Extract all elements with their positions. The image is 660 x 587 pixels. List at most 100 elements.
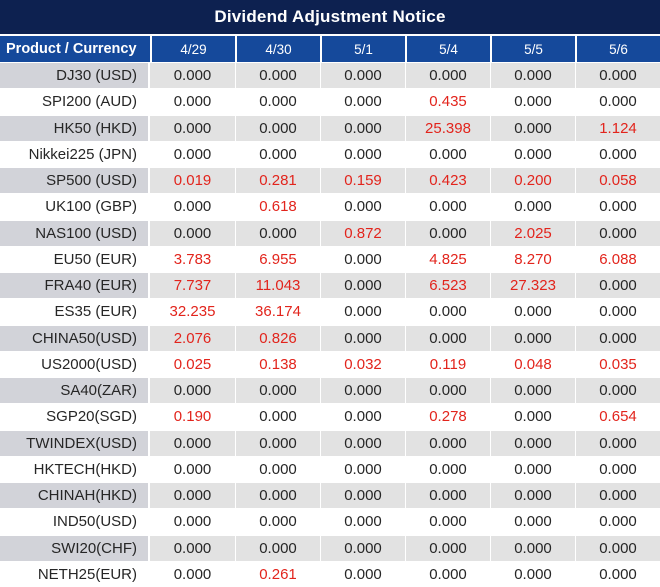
value-cell: 0.000 — [320, 89, 405, 115]
table-row: CHINA50(USD) 2.076 0.826 0.000 0.000 0.000 0.0… — [0, 324, 660, 351]
table-row: UK100 (GBP) 0.000 0.618 0.000 0.000 0.000 0.00… — [0, 193, 660, 220]
value-cell: 0.138 — [235, 351, 320, 377]
value-cell: 0.000 — [405, 509, 490, 535]
value-cell: 0.000 — [405, 483, 490, 509]
value-cell: 0.000 — [235, 89, 320, 115]
product-cell: EU50 (EUR) — [0, 246, 150, 272]
value-cell: 0.000 — [490, 63, 575, 89]
value-cell: 0.000 — [490, 378, 575, 404]
table-header-row: Product / Currency 4/29 4/30 5/1 5/4 5/5… — [0, 36, 660, 62]
table-row: NETH25(EUR) 0.000 0.261 0.000 0.000 0.000 0.00… — [0, 560, 660, 587]
value-cell: 0.000 — [235, 115, 320, 141]
value-cell: 0.000 — [320, 115, 405, 141]
value-cell: 0.000 — [235, 404, 320, 430]
value-cell: 0.000 — [490, 115, 575, 141]
product-cell: NETH25(EUR) — [0, 561, 150, 587]
value-cell: 8.270 — [490, 246, 575, 272]
value-cell: 0.281 — [235, 168, 320, 194]
value-cell: 0.000 — [405, 63, 490, 89]
value-cell: 0.000 — [320, 535, 405, 561]
value-cell: 0.000 — [490, 456, 575, 482]
value-cell: 0.200 — [490, 168, 575, 194]
product-cell: CHINAH(HKD) — [0, 483, 150, 509]
product-cell: ES35 (EUR) — [0, 299, 150, 325]
value-cell: 0.000 — [320, 273, 405, 299]
value-cell: 6.523 — [405, 273, 490, 299]
value-cell: 0.000 — [405, 220, 490, 246]
value-cell: 36.174 — [235, 299, 320, 325]
value-cell: 0.190 — [150, 404, 235, 430]
value-cell: 0.000 — [235, 430, 320, 456]
table-row: TWINDEX(USD) 0.000 0.000 0.000 0.000 0.000 0.0… — [0, 429, 660, 456]
value-cell: 0.000 — [490, 483, 575, 509]
column-header-date-1: 4/29 — [150, 36, 235, 62]
value-cell: 0.000 — [575, 430, 660, 456]
value-cell: 32.235 — [150, 299, 235, 325]
value-cell: 0.872 — [320, 220, 405, 246]
value-cell: 0.000 — [575, 194, 660, 220]
value-cell: 0.000 — [405, 378, 490, 404]
column-header-date-6: 5/6 — [575, 36, 660, 62]
table-row: NAS100 (USD) 0.000 0.000 0.872 0.000 2.025 0.0… — [0, 219, 660, 246]
product-cell: DJ30 (USD) — [0, 63, 150, 89]
value-cell: 7.737 — [150, 273, 235, 299]
value-cell: 0.000 — [575, 378, 660, 404]
value-cell: 2.025 — [490, 220, 575, 246]
value-cell: 0.654 — [575, 404, 660, 430]
value-cell: 0.000 — [490, 299, 575, 325]
value-cell: 6.088 — [575, 246, 660, 272]
value-cell: 0.000 — [235, 509, 320, 535]
table-row: DJ30 (USD) 0.000 0.000 0.000 0.000 0.000 0.000 — [0, 62, 660, 89]
value-cell: 0.000 — [320, 141, 405, 167]
value-cell: 0.000 — [235, 456, 320, 482]
value-cell: 0.000 — [405, 456, 490, 482]
value-cell: 0.032 — [320, 351, 405, 377]
product-cell: Nikkei225 (JPN) — [0, 141, 150, 167]
value-cell: 0.000 — [150, 115, 235, 141]
product-cell: SWI20(CHF) — [0, 535, 150, 561]
page-title: Dividend Adjustment Notice — [0, 0, 660, 36]
value-cell: 27.323 — [490, 273, 575, 299]
column-header-date-3: 5/1 — [320, 36, 405, 62]
table-row: IND50(USD) 0.000 0.000 0.000 0.000 0.000 0.000 — [0, 508, 660, 535]
value-cell: 0.000 — [150, 194, 235, 220]
table-row: FRA40 (EUR) 7.737 11.043 0.000 6.523 27.323 0.… — [0, 272, 660, 299]
product-cell: US2000(USD) — [0, 351, 150, 377]
value-cell: 0.000 — [490, 509, 575, 535]
value-cell: 0.000 — [575, 325, 660, 351]
value-cell: 0.000 — [405, 561, 490, 587]
value-cell: 0.000 — [150, 561, 235, 587]
value-cell: 4.825 — [405, 246, 490, 272]
value-cell: 2.076 — [150, 325, 235, 351]
value-cell: 0.000 — [320, 430, 405, 456]
product-cell: SA40(ZAR) — [0, 378, 150, 404]
value-cell: 0.000 — [235, 220, 320, 246]
product-cell: TWINDEX(USD) — [0, 430, 150, 456]
value-cell: 6.955 — [235, 246, 320, 272]
value-cell: 0.423 — [405, 168, 490, 194]
table-row: US2000(USD) 0.025 0.138 0.032 0.119 0.048 0.03… — [0, 350, 660, 377]
value-cell: 0.000 — [490, 89, 575, 115]
value-cell: 0.159 — [320, 168, 405, 194]
value-cell: 0.000 — [490, 141, 575, 167]
product-cell: NAS100 (USD) — [0, 220, 150, 246]
table-row: ES35 (EUR) 32.235 36.174 0.000 0.000 0.000 0.0… — [0, 298, 660, 325]
value-cell: 0.000 — [575, 273, 660, 299]
table-row: CHINAH(HKD) 0.000 0.000 0.000 0.000 0.000 0.00… — [0, 482, 660, 509]
value-cell: 0.000 — [490, 325, 575, 351]
value-cell: 0.000 — [575, 63, 660, 89]
table-row: HKTECH(HKD) 0.000 0.000 0.000 0.000 0.000 0.00… — [0, 455, 660, 482]
table-row: Nikkei225 (JPN) 0.000 0.000 0.000 0.000 0.000… — [0, 140, 660, 167]
table-row: HK50 (HKD) 0.000 0.000 0.000 25.398 0.000 1.12… — [0, 114, 660, 141]
value-cell: 0.000 — [235, 63, 320, 89]
value-cell: 0.000 — [150, 378, 235, 404]
value-cell: 0.000 — [575, 535, 660, 561]
value-cell: 0.000 — [320, 404, 405, 430]
value-cell: 0.019 — [150, 168, 235, 194]
value-cell: 0.000 — [320, 483, 405, 509]
value-cell: 0.000 — [320, 456, 405, 482]
value-cell: 0.000 — [320, 378, 405, 404]
product-cell: SPI200 (AUD) — [0, 89, 150, 115]
value-cell: 0.000 — [405, 325, 490, 351]
